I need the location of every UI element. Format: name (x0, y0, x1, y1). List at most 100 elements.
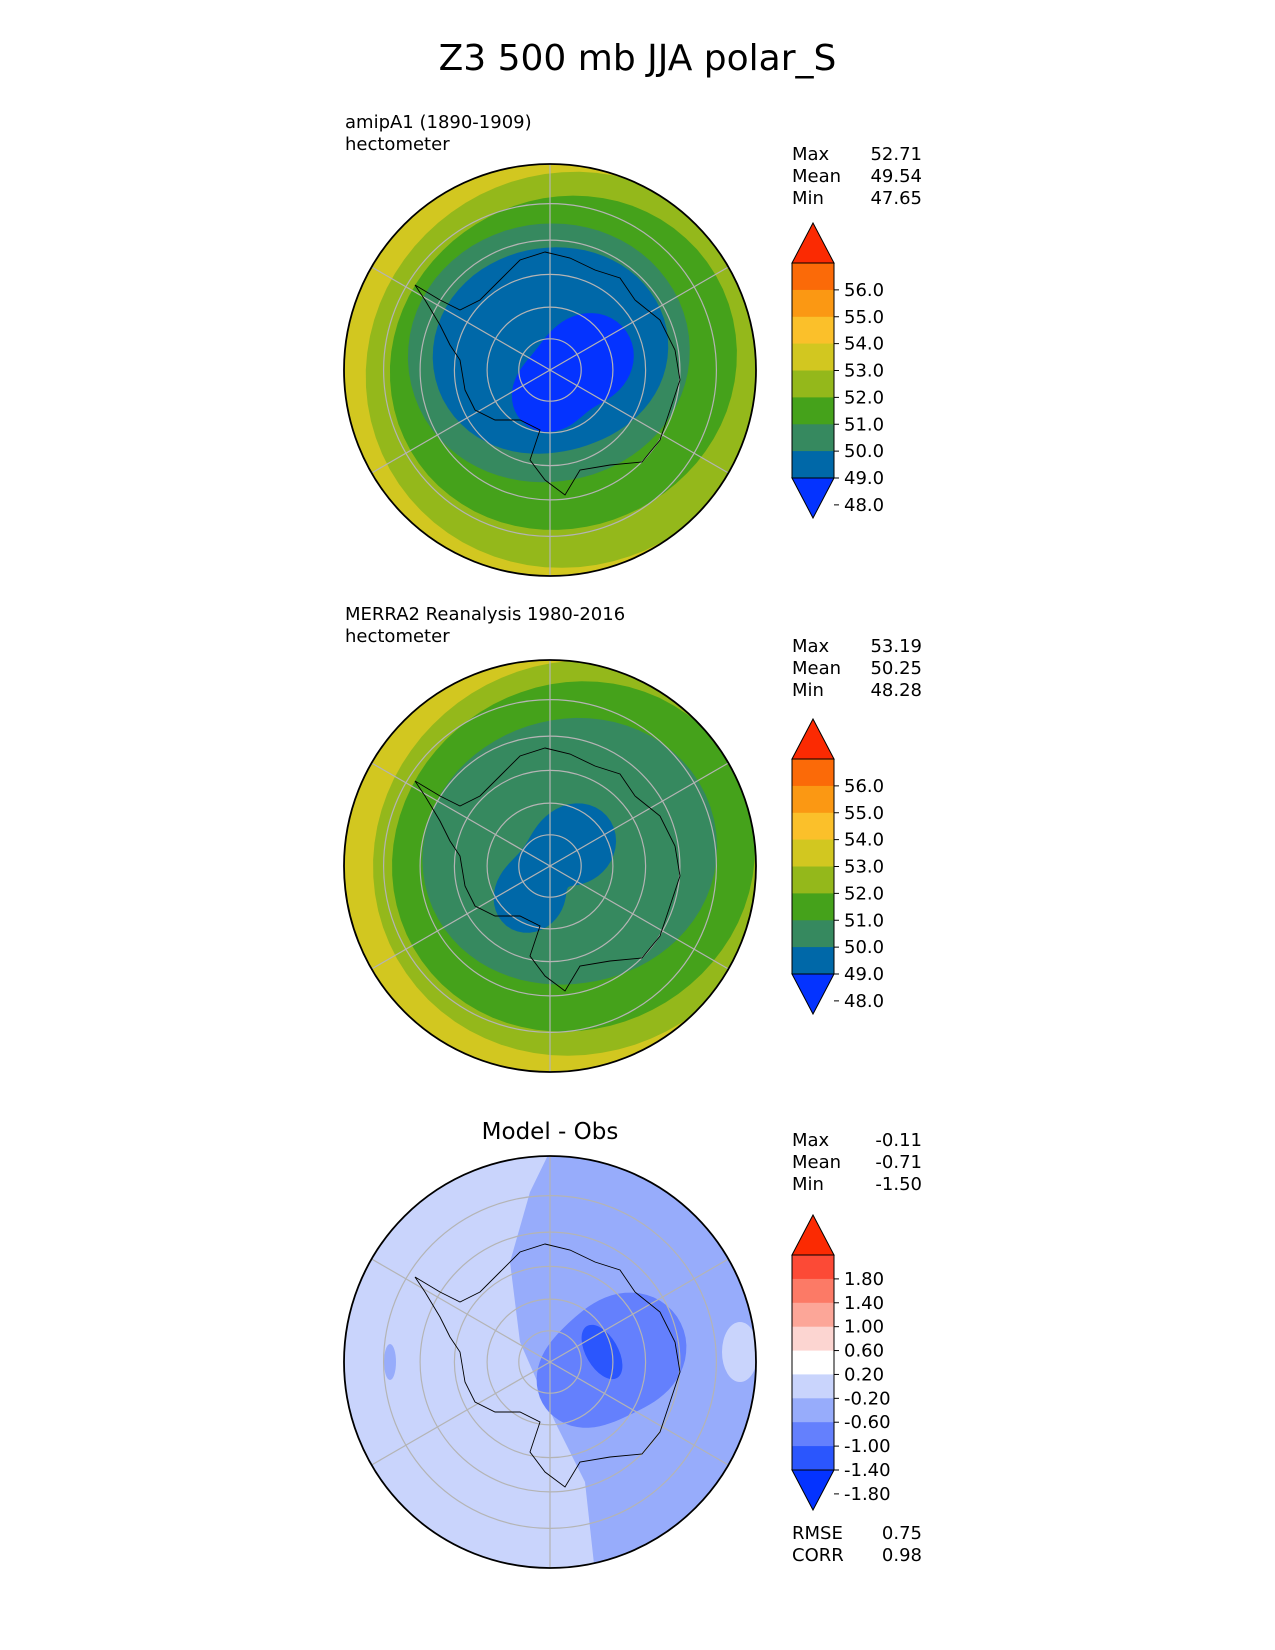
stat-max-value: -0.11 (875, 1130, 922, 1151)
stat-min-label: Min (792, 188, 824, 209)
meridian-line (371, 1258, 551, 1363)
colorbar-segment (792, 1446, 834, 1471)
stat-mean-value: -0.71 (875, 1152, 922, 1173)
model-subtitle: amipA1 (1890-1909) hectometer (345, 112, 532, 156)
colorbar-tick-label: 1.80 (844, 1269, 884, 1290)
rmse-value: 0.75 (881, 1523, 922, 1544)
colorbar-tick-label: 56.0 (844, 776, 884, 797)
colorbar-tick-label: 51.0 (844, 910, 884, 931)
panel-0-map (344, 164, 756, 576)
map-boundary (343, 163, 757, 577)
colorbar-tick-label: 55.0 (844, 307, 884, 328)
stat-mean-value: 50.25 (870, 658, 922, 679)
colorbar-segment (792, 1255, 834, 1280)
map-boundary (343, 659, 757, 1073)
obs-colorbar: 56.0 55.0 54.0 53.0 52.0 51.0 50.0 49.0 48.0 (791, 717, 884, 1016)
colorbar-segment (792, 1422, 834, 1447)
meridian-line (371, 762, 551, 867)
colorbar-tick-label: -0.60 (844, 1412, 891, 1433)
colorbar-segment (792, 451, 834, 479)
meridian-line (549, 865, 729, 970)
colorbar-segment (792, 289, 834, 318)
colorbar-tick-label: -1.40 (844, 1460, 891, 1481)
panel-1-map (344, 660, 756, 1072)
colorbar-tick-label: 53.0 (844, 361, 884, 382)
stat-mean-label: Mean (792, 658, 842, 679)
stat-max-label: Max (792, 144, 830, 165)
map-boundary (343, 1155, 757, 1569)
diff-band-minus0.2-east (722, 1322, 756, 1382)
panel-2-map (344, 1156, 756, 1568)
stat-max-label: Max (792, 1130, 830, 1151)
model-units: hectometer (345, 134, 450, 155)
colorbar-tick-label: 48.0 (844, 991, 884, 1012)
colorbar-extend-top (791, 717, 835, 760)
colorbar-tick-label: 55.0 (844, 803, 884, 824)
colorbar-segment (792, 316, 834, 345)
stat-min-label: Min (792, 680, 824, 701)
colorbar-tick-label: 52.0 (844, 883, 884, 904)
meridian-line (371, 369, 551, 474)
stat-mean-label: Mean (792, 1152, 842, 1173)
colorbar-extend-top (791, 221, 835, 264)
colorbar-segment (792, 263, 834, 291)
colorbar-tick-label: 56.0 (844, 280, 884, 301)
stat-max-label: Max (792, 636, 830, 657)
colorbar-tick-label: -1.80 (844, 1484, 891, 1505)
model-colorbar: 56.0 55.0 54.0 53.0 52.0 51.0 50.0 49.0 48.0 (791, 221, 884, 520)
colorbar-segment (792, 947, 834, 975)
diff-title: Model - Obs (481, 1119, 619, 1145)
colorbar-tick-label: 1.40 (844, 1293, 884, 1314)
meridian-line (371, 266, 551, 371)
model-case-name: amipA1 (1890-1909) (345, 112, 532, 133)
colorbar-segment (792, 893, 834, 921)
meridian-line (549, 762, 729, 867)
meridian-line (549, 369, 729, 474)
colorbar-tick-label: 49.0 (844, 964, 884, 985)
corr-value: 0.98 (881, 1545, 922, 1566)
colorbar-tick-label: 51.0 (844, 414, 884, 435)
colorbar-tick-label: 53.0 (844, 857, 884, 878)
colorbar-tick-label: -1.00 (844, 1436, 891, 1457)
colorbar-tick-label: 0.20 (844, 1364, 884, 1385)
colorbar-segment (792, 424, 834, 452)
meridian-line (371, 1361, 551, 1466)
meridian-line (549, 1361, 729, 1466)
colorbar-tick-label: -0.20 (844, 1388, 891, 1409)
colorbar-segment (792, 1302, 834, 1328)
model-stats: Max 52.71 Mean 49.54 Min 47.65 (792, 144, 922, 210)
colorbar-segment (792, 759, 834, 787)
diff-band-minus0.6-west (384, 1344, 396, 1380)
obs-units: hectometer (345, 626, 450, 647)
meridian-line (549, 266, 729, 371)
colorbar-segment (792, 1374, 834, 1399)
colorbar-tick-label: 52.0 (844, 387, 884, 408)
colorbar-segment (792, 839, 834, 867)
colorbar-tick-label: 1.00 (844, 1317, 884, 1338)
meridian-line (549, 1258, 729, 1363)
obs-subtitle: MERRA2 Reanalysis 1980-2016 hectometer (345, 604, 625, 648)
figure-title: Z3 500 mb JJA polar_S (438, 38, 837, 79)
colorbar-tick-label: 50.0 (844, 441, 884, 462)
colorbar-segment (792, 343, 834, 371)
stat-min-value: 48.28 (870, 680, 922, 701)
colorbar-extend-bottom (791, 477, 835, 520)
diff-metrics: RMSE 0.75 CORR 0.98 (792, 1523, 922, 1567)
antarctica-coastline (414, 747, 681, 992)
colorbar-tick-label: 54.0 (844, 334, 884, 355)
colorbar-segment (792, 1350, 834, 1375)
stat-max-value: 52.71 (870, 144, 922, 165)
colorbar-extend-bottom (791, 1469, 835, 1512)
stat-mean-value: 49.54 (870, 166, 922, 187)
contour-band-0 (511, 313, 634, 432)
rmse-label: RMSE (792, 1523, 843, 1544)
colorbar-tick-label: 49.0 (844, 468, 884, 489)
corr-label: CORR (792, 1545, 844, 1566)
colorbar-tick-label: 50.0 (844, 937, 884, 958)
antarctica-coastline (414, 251, 681, 496)
stat-min-label: Min (792, 1174, 824, 1195)
obs-case-name: MERRA2 Reanalysis 1980-2016 (345, 604, 626, 625)
colorbar-extend-bottom (791, 973, 835, 1016)
colorbar-segment (792, 785, 834, 814)
